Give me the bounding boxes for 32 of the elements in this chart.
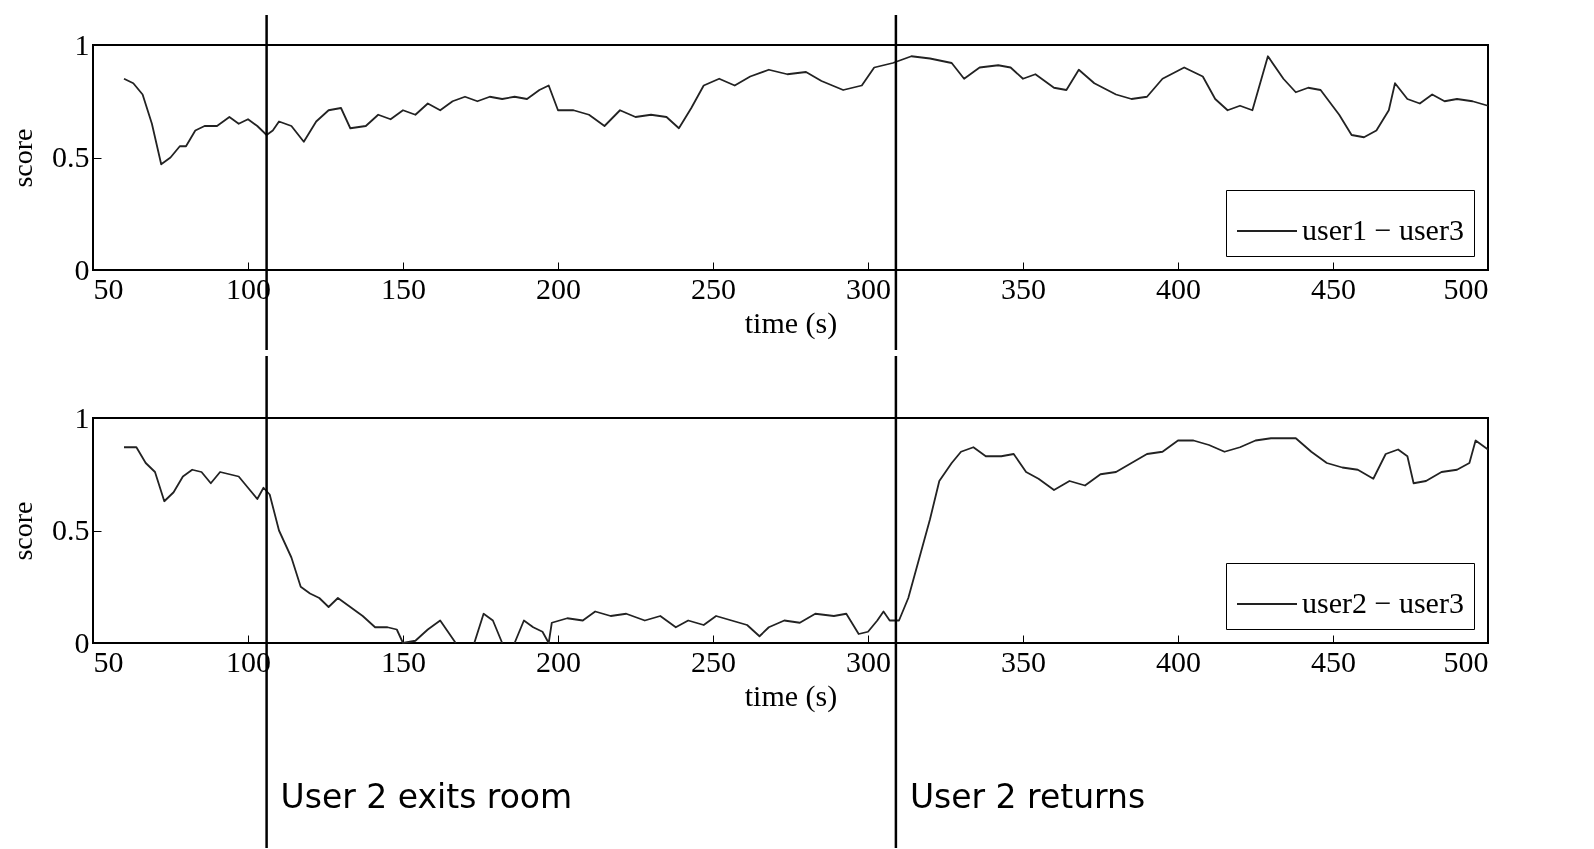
ref-line-label: User 2 exits room: [280, 777, 573, 816]
x-tick-label: 50: [93, 644, 124, 678]
x-tick-label: 200: [536, 644, 581, 678]
x-tick-label: 500: [1443, 271, 1489, 305]
x-tick-label: 450: [1311, 644, 1356, 678]
y-tick-label: 1: [74, 400, 90, 434]
x-tick-label: 300: [846, 644, 891, 678]
x-tick-label: 400: [1156, 644, 1201, 678]
x-tick-label: 150: [381, 644, 426, 678]
y-tick-label: 0.5: [52, 513, 90, 546]
legend-label: user2 − user3: [1302, 586, 1464, 619]
x-tick-label: 450: [1311, 271, 1356, 305]
y-tick-label: 0: [74, 252, 90, 286]
x-tick-label: 400: [1156, 271, 1201, 305]
ref-line-label: User 2 returns: [909, 777, 1146, 816]
x-tick-label: 350: [1001, 271, 1046, 305]
y-tick-label: 0.5: [52, 140, 90, 173]
y-tick-label: 0: [74, 625, 90, 659]
x-tick-label: 150: [381, 271, 426, 305]
x-tick-label: 350: [1001, 644, 1046, 678]
x-tick-label: 200: [536, 271, 581, 305]
x-tick-label: 500: [1443, 644, 1489, 678]
y-axis-title: score: [7, 128, 38, 188]
x-tick-label: 50: [93, 271, 124, 305]
x-tick-label: 250: [691, 271, 736, 305]
x-tick-label: 300: [846, 271, 891, 305]
x-tick-label: 250: [691, 644, 736, 678]
y-axis-title: score: [7, 501, 38, 561]
x-axis-title: time (s): [744, 678, 838, 713]
y-tick-label: 1: [74, 27, 90, 61]
x-axis-title: time (s): [744, 305, 838, 340]
legend-label: user1 − user3: [1302, 213, 1464, 246]
